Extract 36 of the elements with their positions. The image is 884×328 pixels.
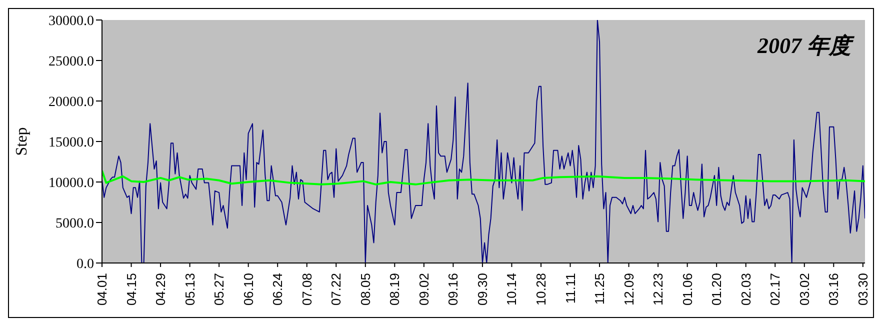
x-tick-label: 06.10 <box>240 273 256 306</box>
x-tick-label: 10.14 <box>504 273 520 306</box>
x-tick-label: 05.13 <box>182 273 198 306</box>
x-tick-label: 12.23 <box>650 273 666 306</box>
x-tick-label: 12.09 <box>621 273 636 306</box>
y-tick-label: 0.0 <box>76 256 94 272</box>
x-tick-label: 08.05 <box>358 273 373 306</box>
y-axis-title: Step <box>14 127 31 156</box>
x-tick-label: 05.27 <box>212 273 227 306</box>
x-tick-label: 03.02 <box>796 273 812 306</box>
x-tick-label: 04.15 <box>124 273 139 306</box>
x-tick-label: 09.16 <box>446 273 461 306</box>
y-tick-label: 20000.0 <box>48 94 94 110</box>
x-tick-label: 11.25 <box>592 273 608 305</box>
x-tick-label: 02.17 <box>768 273 783 306</box>
y-tick-label: 25000.0 <box>48 54 94 70</box>
x-tick-label: 06.24 <box>270 273 286 306</box>
x-tick-label: 04.29 <box>153 273 168 306</box>
x-tick-label: 10.28 <box>533 273 548 306</box>
y-tick-label: 10000.0 <box>48 176 94 191</box>
x-tick-label: 01.20 <box>709 273 724 306</box>
x-tick-label: 08.19 <box>387 273 402 306</box>
x-tick-label: 07.08 <box>299 273 314 306</box>
x-tick-label: 01.06 <box>680 273 695 306</box>
x-tick-label: 09.02 <box>416 273 432 306</box>
x-tick-label: 03.16 <box>826 273 842 306</box>
x-tick-label: 04.01 <box>94 273 110 306</box>
x-tick-label: 03.30 <box>855 273 870 306</box>
x-tick-label: 07.22 <box>328 273 344 306</box>
y-tick-label: 15000.0 <box>48 135 94 150</box>
y-tick-label: 5000.0 <box>56 216 94 232</box>
x-tick-label: 02.03 <box>738 273 754 306</box>
x-tick-label: 11.11 <box>562 273 578 304</box>
y-tick-label: 30000.0 <box>48 14 94 29</box>
x-tick-label: 09.30 <box>474 273 490 306</box>
line-series <box>102 170 865 186</box>
